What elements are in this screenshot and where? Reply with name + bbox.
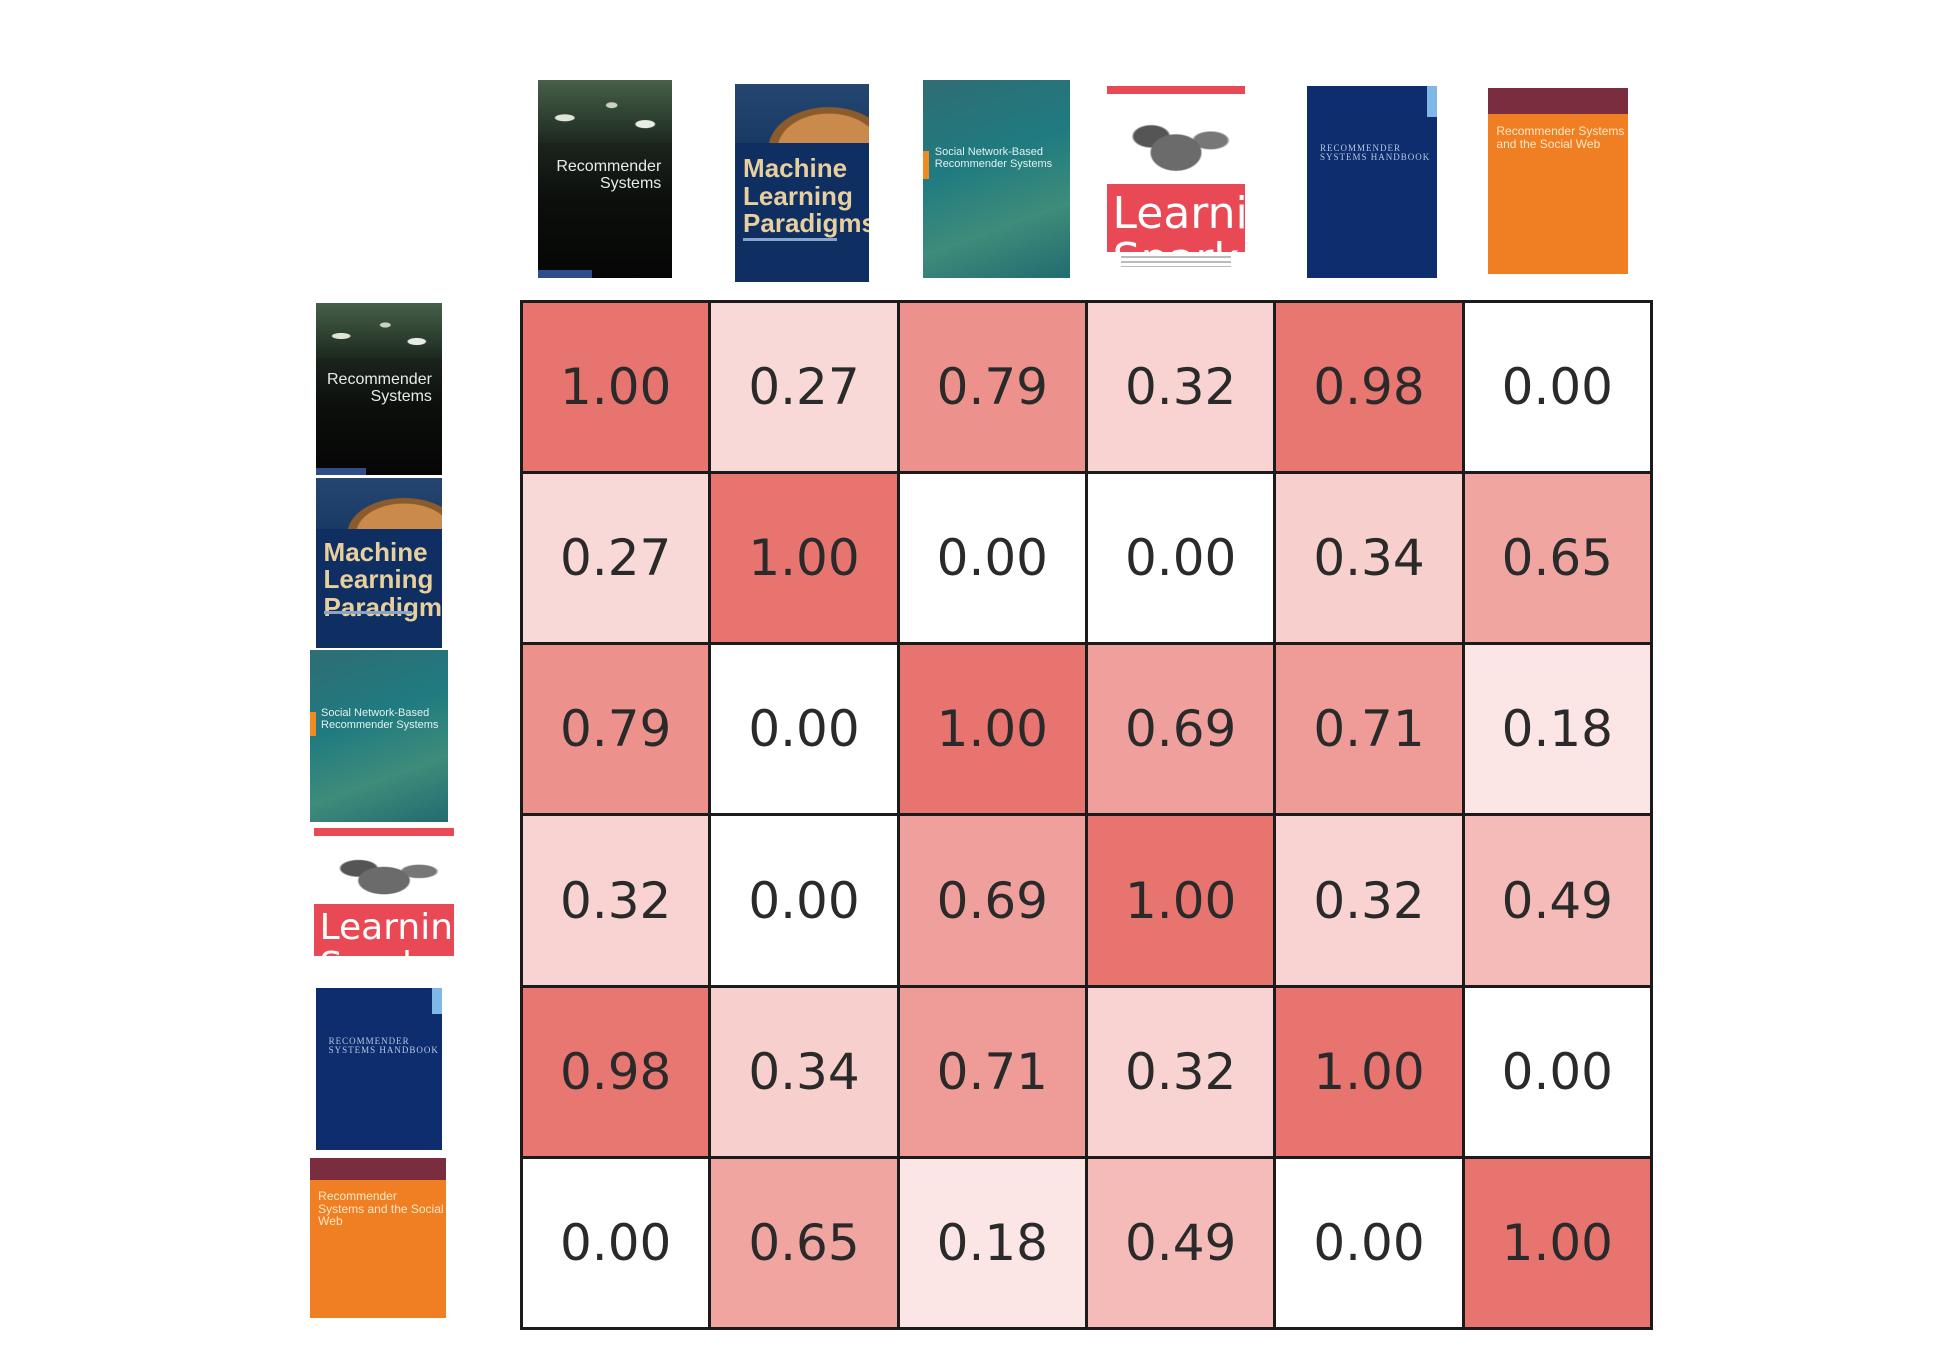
heatmap-cell: 0.18 (1461, 642, 1654, 817)
heatmap-cell: 1.00 (519, 299, 712, 475)
row-cover-social-web: Recommender Systems and the Social Web (310, 1158, 446, 1318)
heatmap-cell: 0.79 (896, 299, 1088, 475)
heatmap-cell: 0.32 (1084, 984, 1277, 1159)
heatmap-cell: 0.32 (519, 813, 712, 988)
heatmap-cell: 0.00 (1461, 299, 1654, 475)
heatmap-cell: 0.69 (896, 813, 1088, 988)
cover-title: RECOMMENDER SYSTEMS HANDBOOK (1320, 142, 1431, 163)
heatmap-cell: 1.00 (1273, 984, 1465, 1159)
cover-title: Recommender Systems (556, 158, 662, 192)
heatmap-cell: 0.00 (1084, 471, 1277, 646)
heatmap-cell: 0.71 (1273, 642, 1465, 817)
heatmap-row: 0.32 0.00 0.69 1.00 0.32 0.49 (519, 813, 1654, 988)
row-cover-learning-spark: Learning Spark (314, 828, 454, 972)
heatmap-cell: 0.71 (896, 984, 1088, 1159)
heatmap-cell: 0.00 (708, 642, 900, 817)
heatmap-cell: 0.00 (519, 1155, 712, 1331)
row-cover-recommender-handbook: RECOMMENDER SYSTEMS HANDBOOK (316, 988, 442, 1150)
col-cover-recommender-systems: Recommender Systems (538, 80, 672, 278)
col-cover-social-web: Recommender Systems and the Social Web (1488, 88, 1628, 274)
cover-title: Recommender Systems and the Social Web (1496, 124, 1625, 151)
heatmap-cell: 0.34 (1273, 471, 1465, 646)
heatmap-cell: 0.49 (1084, 1155, 1277, 1331)
heatmap-cell: 0.49 (1461, 813, 1654, 988)
heatmap-row: 0.00 0.65 0.18 0.49 0.00 1.00 (519, 1155, 1654, 1331)
row-cover-machine-learning-paradigms: Machine Learning Paradigms (316, 478, 442, 648)
heatmap-cell: 1.00 (708, 471, 900, 646)
similarity-heatmap: 1.00 0.27 0.79 0.32 0.98 0.00 0.27 1.00 0.00 0.00… (519, 299, 1654, 1331)
heatmap-cell: 0.00 (1461, 984, 1654, 1159)
cover-title: Recommender Systems (326, 370, 432, 405)
heatmap-cell: 0.00 (896, 471, 1088, 646)
heatmap-cell: 0.18 (896, 1155, 1088, 1331)
cover-title: Learning Spark (1112, 188, 1245, 274)
row-cover-recommender-systems: Recommender Systems (316, 303, 442, 475)
row-cover-social-network-recommender: Social Network-Based Recommender Systems (310, 650, 448, 822)
heatmap-cell: 0.98 (519, 984, 712, 1159)
cover-title: Social Network-Based Recommender Systems (321, 707, 439, 732)
col-cover-social-network-recommender: Social Network-Based Recommender Systems (923, 80, 1070, 278)
heatmap-cell: 0.69 (1084, 642, 1277, 817)
col-cover-recommender-handbook: RECOMMENDER SYSTEMS HANDBOOK (1307, 86, 1437, 278)
heatmap-row: 0.98 0.34 0.71 0.32 1.00 0.00 (519, 984, 1654, 1159)
heatmap-cell: 0.00 (1273, 1155, 1465, 1331)
heatmap-cell: 0.34 (708, 984, 900, 1159)
heatmap-cell: 0.79 (519, 642, 712, 817)
heatmap-cell: 0.27 (708, 299, 900, 475)
cover-title: RECOMMENDER SYSTEMS HANDBOOK (328, 1035, 439, 1056)
cover-title: Machine Learning Paradigms (323, 537, 442, 622)
heatmap-cell: 0.65 (1461, 471, 1654, 646)
heatmap-cell: 0.32 (1084, 299, 1277, 475)
heatmap-cell: 0.65 (708, 1155, 900, 1331)
cover-title: Learning Spark (319, 907, 454, 972)
cover-title: Recommender Systems and the Social Web (318, 1189, 444, 1229)
heatmap-row: 0.79 0.00 1.00 0.69 0.71 0.18 (519, 642, 1654, 817)
heatmap-cell: 1.00 (1084, 813, 1277, 988)
col-cover-learning-spark: Learning Spark (1107, 86, 1245, 274)
cover-title: Machine Learning Paradigms (743, 153, 869, 238)
heatmap-cell: 0.27 (519, 471, 712, 646)
heatmap-cell: 0.00 (708, 813, 900, 988)
heatmap-cell: 0.32 (1273, 813, 1465, 988)
heatmap-row: 1.00 0.27 0.79 0.32 0.98 0.00 (519, 299, 1654, 475)
col-cover-machine-learning-paradigms: Machine Learning Paradigms (735, 84, 869, 282)
heatmap-cell: 0.98 (1273, 299, 1465, 475)
heatmap-cell: 1.00 (1461, 1155, 1654, 1331)
heatmap-cell: 1.00 (896, 642, 1088, 817)
cover-title: Social Network-Based Recommender Systems (934, 146, 1053, 170)
heatmap-row: 0.27 1.00 0.00 0.00 0.34 0.65 (519, 471, 1654, 646)
